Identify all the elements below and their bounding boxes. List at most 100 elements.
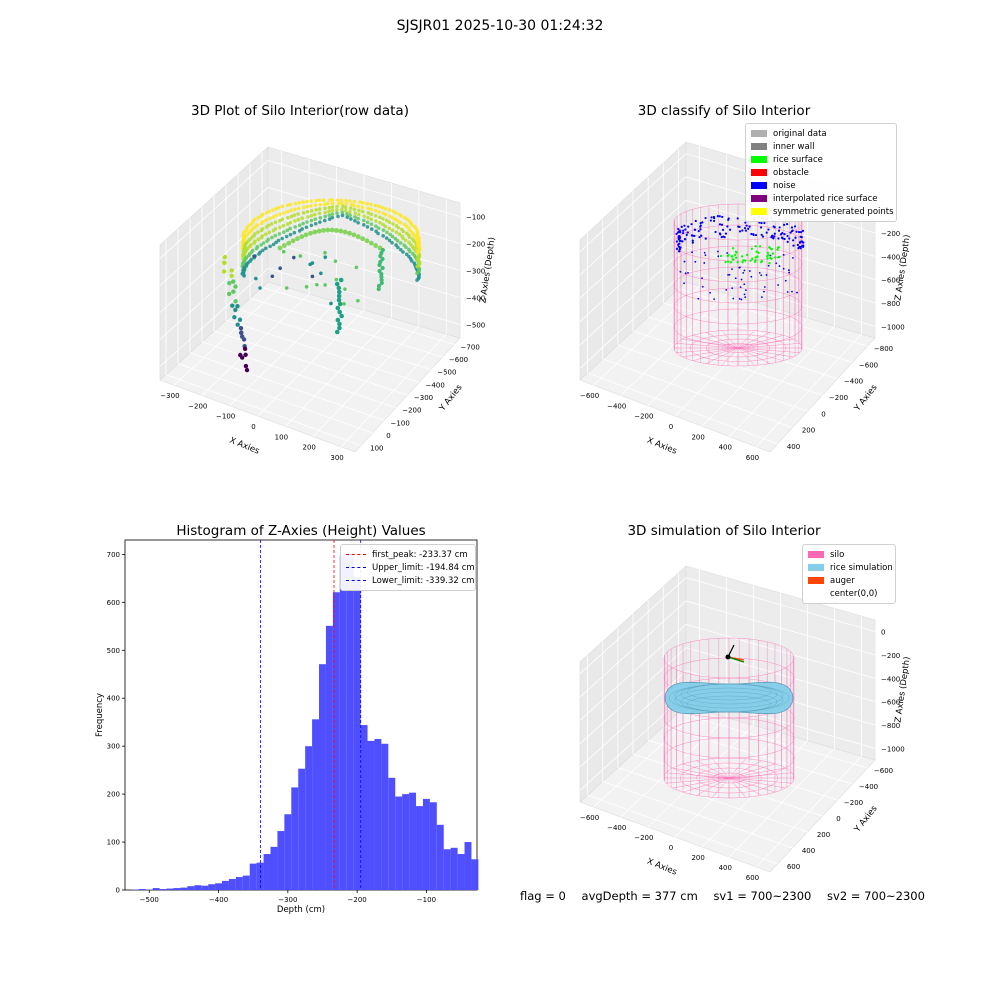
classify-noise-point [724,232,727,235]
raw-point [336,289,342,295]
raw-point [318,202,323,207]
histogram-bar [298,768,306,890]
raw-point [330,201,335,206]
classify-rice-point [727,253,730,257]
simulation-ytick-label: 200 [817,831,830,839]
raw-point [276,238,281,243]
classify-rice-point [766,251,770,255]
raw-point [313,217,318,221]
classify-noise-point [782,254,785,256]
raw-point [301,221,305,226]
legend-label: first_peak: -233.37 cm [372,549,468,560]
raw-point [336,293,342,299]
legend-swatch [808,564,824,571]
classify-noise-point [747,227,750,230]
classify-rice-point [756,255,759,258]
raw-point [258,286,262,290]
raw-point [312,229,318,235]
raw-point [273,233,278,238]
raw-point [344,208,348,213]
raw-point [268,216,272,221]
classify-noise-point [678,250,681,253]
simulation-zaxis-label: Z Axies (Depth) [893,656,912,723]
status-line: flag = 0 avgDepth = 377 cm sv1 = 700~230… [520,889,937,903]
raw-point [289,214,294,219]
figure-suptitle: SJSJR01 2025-10-30 01:24:32 [396,18,604,34]
raw-point [373,243,379,248]
raw-point [387,208,392,212]
raw-point [334,227,339,233]
raw-point [399,214,403,218]
raw-point [356,216,360,221]
classify-noise-point [683,282,686,285]
raw-point [415,271,419,276]
classify-rice-point [744,259,747,262]
histogram-bar [312,719,320,890]
simulation-silo-wireframe [663,637,795,799]
raw-point [260,212,265,217]
histogram-bar [305,746,313,890]
classify-noise-point [796,291,798,294]
classify-noise-point [739,286,742,289]
simulation-xtick-label: −600 [580,814,599,822]
raw-point [222,260,227,266]
classify-noise-point [704,216,707,220]
raw-point [235,304,240,309]
legend-label: symmetric generated points [773,206,894,217]
raw-point [330,198,335,202]
raw-point [345,212,349,216]
raw-point [286,240,292,246]
simulation-center-point [725,654,731,660]
legend-swatch [808,577,824,584]
raw-point [335,208,339,212]
classify-noise-point [752,233,755,236]
histogram-bar [138,889,146,890]
raw-point [398,247,403,252]
classify-noise-point [802,245,805,248]
raw-point [274,213,279,218]
classify-noise-point [691,251,693,254]
raw-point [362,214,366,218]
simulation-axis-marker [727,656,745,663]
raw-point [310,274,315,279]
classify-noise-point [738,297,741,300]
classify-ytick-label: 0 [821,410,825,418]
simulation-legend-item: auger [808,574,890,587]
histogram-ytick-label: 0 [116,887,120,895]
histogram-xtick-label: −100 [417,896,436,904]
classify-rice-point [734,253,737,257]
raw-point [249,243,253,247]
raw-point [261,241,266,245]
raw-point [255,223,260,227]
raw-point [376,286,381,292]
raw-point [314,208,318,212]
histogram-bar [457,854,465,890]
raw-point [335,204,339,209]
histogram-bar [235,877,243,890]
classify-noise-point [704,254,707,257]
raw-point [387,220,392,225]
classify-legend-item: rice surface [751,153,891,166]
histogram-bar [422,798,430,890]
raw-point [416,244,420,249]
raw-point [335,211,339,215]
raw-point [415,264,419,269]
raw-point [335,317,341,323]
histogram-bar [208,884,216,890]
histogram-bar [409,792,417,890]
classify-rice-point [768,261,771,265]
histogram-ytick-label: 600 [107,599,120,607]
raw-point [326,202,330,206]
raw-point [288,220,293,225]
classify-noise-point [743,269,746,272]
raw-point [345,215,350,219]
raw-point [379,274,384,280]
raw-point [226,291,232,297]
histogram-bar [173,888,181,890]
raw-point [416,257,420,262]
histogram-bar [353,576,361,890]
classify-ytick-label: 400 [787,443,800,451]
classify-rice-point [731,255,734,258]
classify-noise-point [713,217,716,220]
